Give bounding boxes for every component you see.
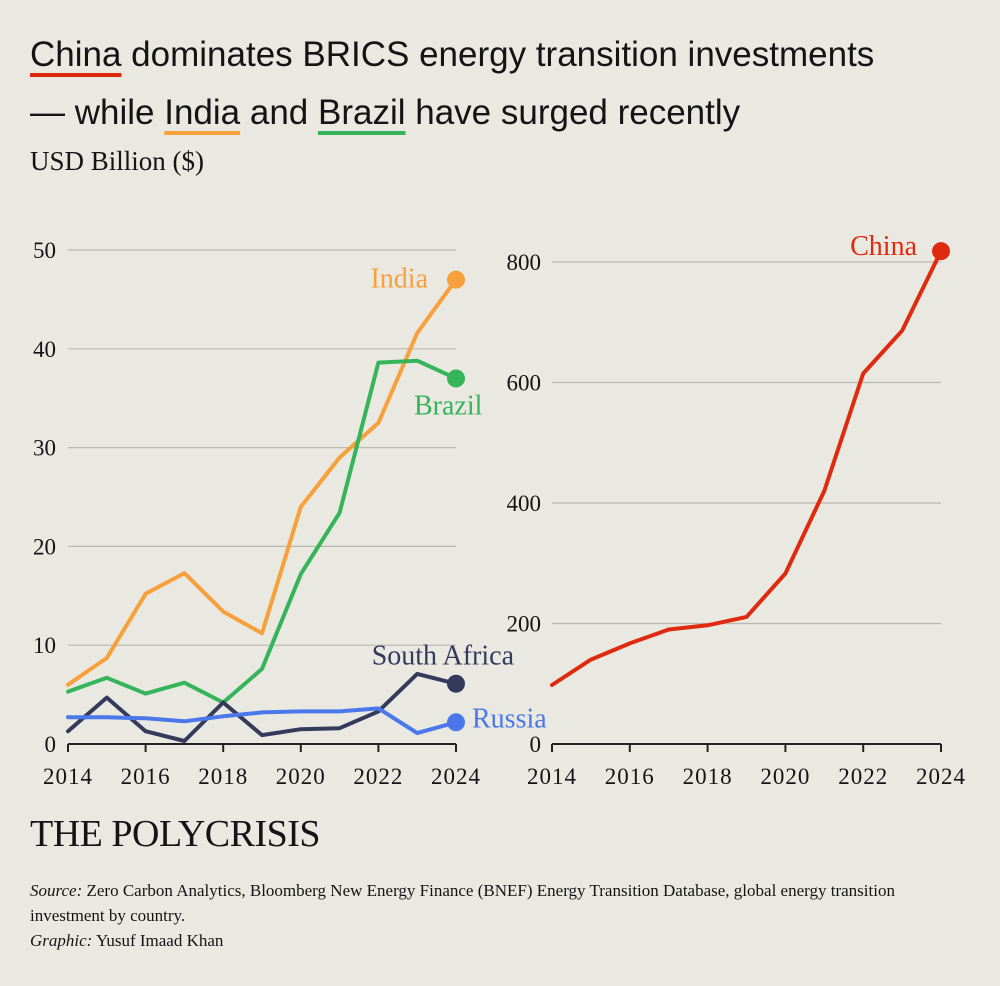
right-chart: 0 200 400 600 800 2014 2016 2018 2020 2022 2024 Chi…: [507, 231, 966, 789]
series-line-china: [550, 249, 943, 687]
title-china: China: [30, 35, 122, 74]
x-tick-label: 2022: [353, 764, 403, 789]
title-india: India: [164, 93, 241, 132]
graphic-label: Graphic:: [30, 931, 93, 950]
y-tick-label: 0: [45, 732, 57, 757]
series-label-china: China: [850, 231, 917, 262]
title-part3: have surged recently: [405, 93, 741, 132]
y-tick-label: 50: [33, 238, 56, 263]
x-tick-label: 2020: [276, 764, 326, 789]
y-tick-label: 600: [507, 371, 542, 396]
x-tick-label: 2022: [838, 764, 888, 789]
series-label-brazil: Brazil: [414, 390, 483, 421]
end-marker-india: [447, 270, 465, 289]
title-part2: — while: [30, 93, 165, 132]
series-label-russia: Russia: [472, 703, 547, 734]
x-tick-label: 2024: [431, 764, 481, 789]
series-line-russia: [66, 706, 458, 736]
graphic-text: Yusuf Imaad Khan: [92, 931, 224, 950]
x-tick-label: 2014: [527, 764, 577, 789]
y-tick-label: 10: [33, 633, 56, 658]
x-tick-label: 2016: [605, 764, 655, 789]
y-tick-label: 0: [530, 732, 542, 757]
end-marker-china: [932, 242, 950, 261]
left-chart: 0 10 20 30 40 50 2014 2016 2018 2020 2022 2024 India…: [33, 238, 547, 789]
series-line-brazil: [66, 358, 458, 705]
title-brazil: Brazil: [317, 93, 406, 132]
title-and: and: [240, 93, 318, 132]
y-tick-label: 400: [507, 491, 542, 516]
chart-title: China dominates BRICS energy transition …: [30, 26, 980, 142]
y-tick-label: 200: [507, 612, 542, 637]
y-tick-label: 40: [33, 337, 56, 362]
y-tick-label: 800: [507, 250, 542, 275]
series-line-india: [66, 277, 458, 687]
y-tick-label: 20: [33, 534, 56, 559]
end-marker-brazil: [447, 369, 465, 388]
x-tick-label: 2016: [121, 764, 171, 789]
x-tick-label: 2018: [683, 764, 733, 789]
x-tick-label: 2020: [760, 764, 810, 789]
series-label-south-africa: South Africa: [372, 641, 515, 672]
end-marker-south-africa: [447, 674, 465, 693]
x-tick-label: 2018: [198, 764, 248, 789]
x-tick-label: 2014: [43, 764, 93, 789]
series-line-south-africa: [66, 671, 458, 743]
unit-label: USD Billion ($): [30, 146, 205, 176]
title-part1: dominates BRICS energy transition invest…: [121, 35, 875, 74]
end-marker-russia: [447, 713, 465, 732]
series-label-india: India: [370, 264, 428, 295]
source-label: Source:: [30, 881, 83, 900]
source-text: Zero Carbon Analytics, Bloomberg New Ene…: [30, 881, 895, 925]
y-tick-label: 30: [33, 436, 56, 461]
x-tick-label: 2024: [916, 764, 966, 789]
footer: Source: Zero Carbon Analytics, Bloomberg…: [30, 878, 970, 953]
polycrisis-logo: THE POLYCRISIS: [30, 813, 321, 855]
